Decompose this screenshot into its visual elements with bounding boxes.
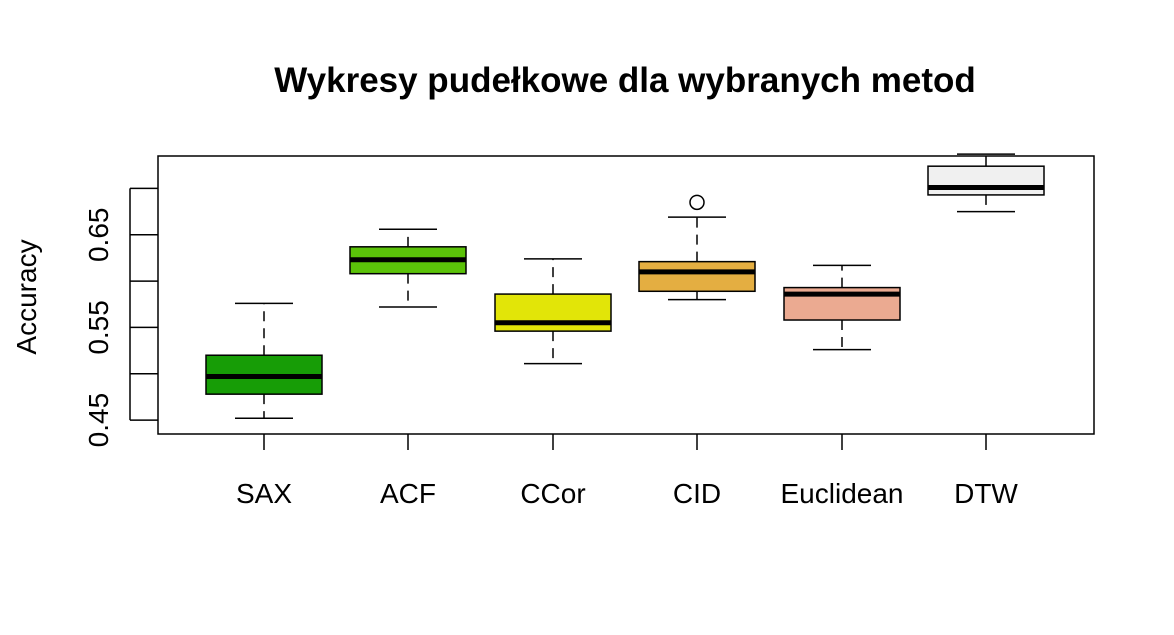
y-axis: 0.45 0.55 0.65 — [83, 187, 158, 448]
box-cid — [638, 194, 756, 301]
x-tick-label: ACF — [380, 478, 436, 509]
x-tick-label: Euclidean — [781, 478, 904, 509]
chart-title: Wykresy pudełkowe dla wybranych metod — [274, 61, 976, 100]
box-euclidean — [783, 264, 901, 351]
box-sax — [205, 302, 323, 419]
x-tick-label: CID — [673, 478, 721, 509]
y-tick-label: 0.65 — [83, 208, 114, 263]
outlier-point — [689, 194, 705, 211]
x-tick-label: DTW — [954, 478, 1018, 509]
y-tick-label: 0.55 — [83, 300, 114, 355]
box-acf — [349, 228, 467, 308]
box-body — [927, 165, 1045, 196]
plot-frame — [157, 155, 1095, 435]
y-axis-label: Accuracy — [11, 239, 42, 354]
box-body — [638, 260, 756, 293]
y-tick-label: 0.45 — [83, 393, 114, 448]
x-axis: SAX ACF CCor CID Euclidean DTW — [236, 434, 1018, 509]
x-tick-label: CCor — [520, 478, 585, 509]
boxes — [205, 153, 1045, 419]
box-dtw — [927, 153, 1045, 213]
box-ccor — [494, 258, 612, 365]
x-tick-label: SAX — [236, 478, 292, 509]
box-body — [494, 293, 612, 332]
